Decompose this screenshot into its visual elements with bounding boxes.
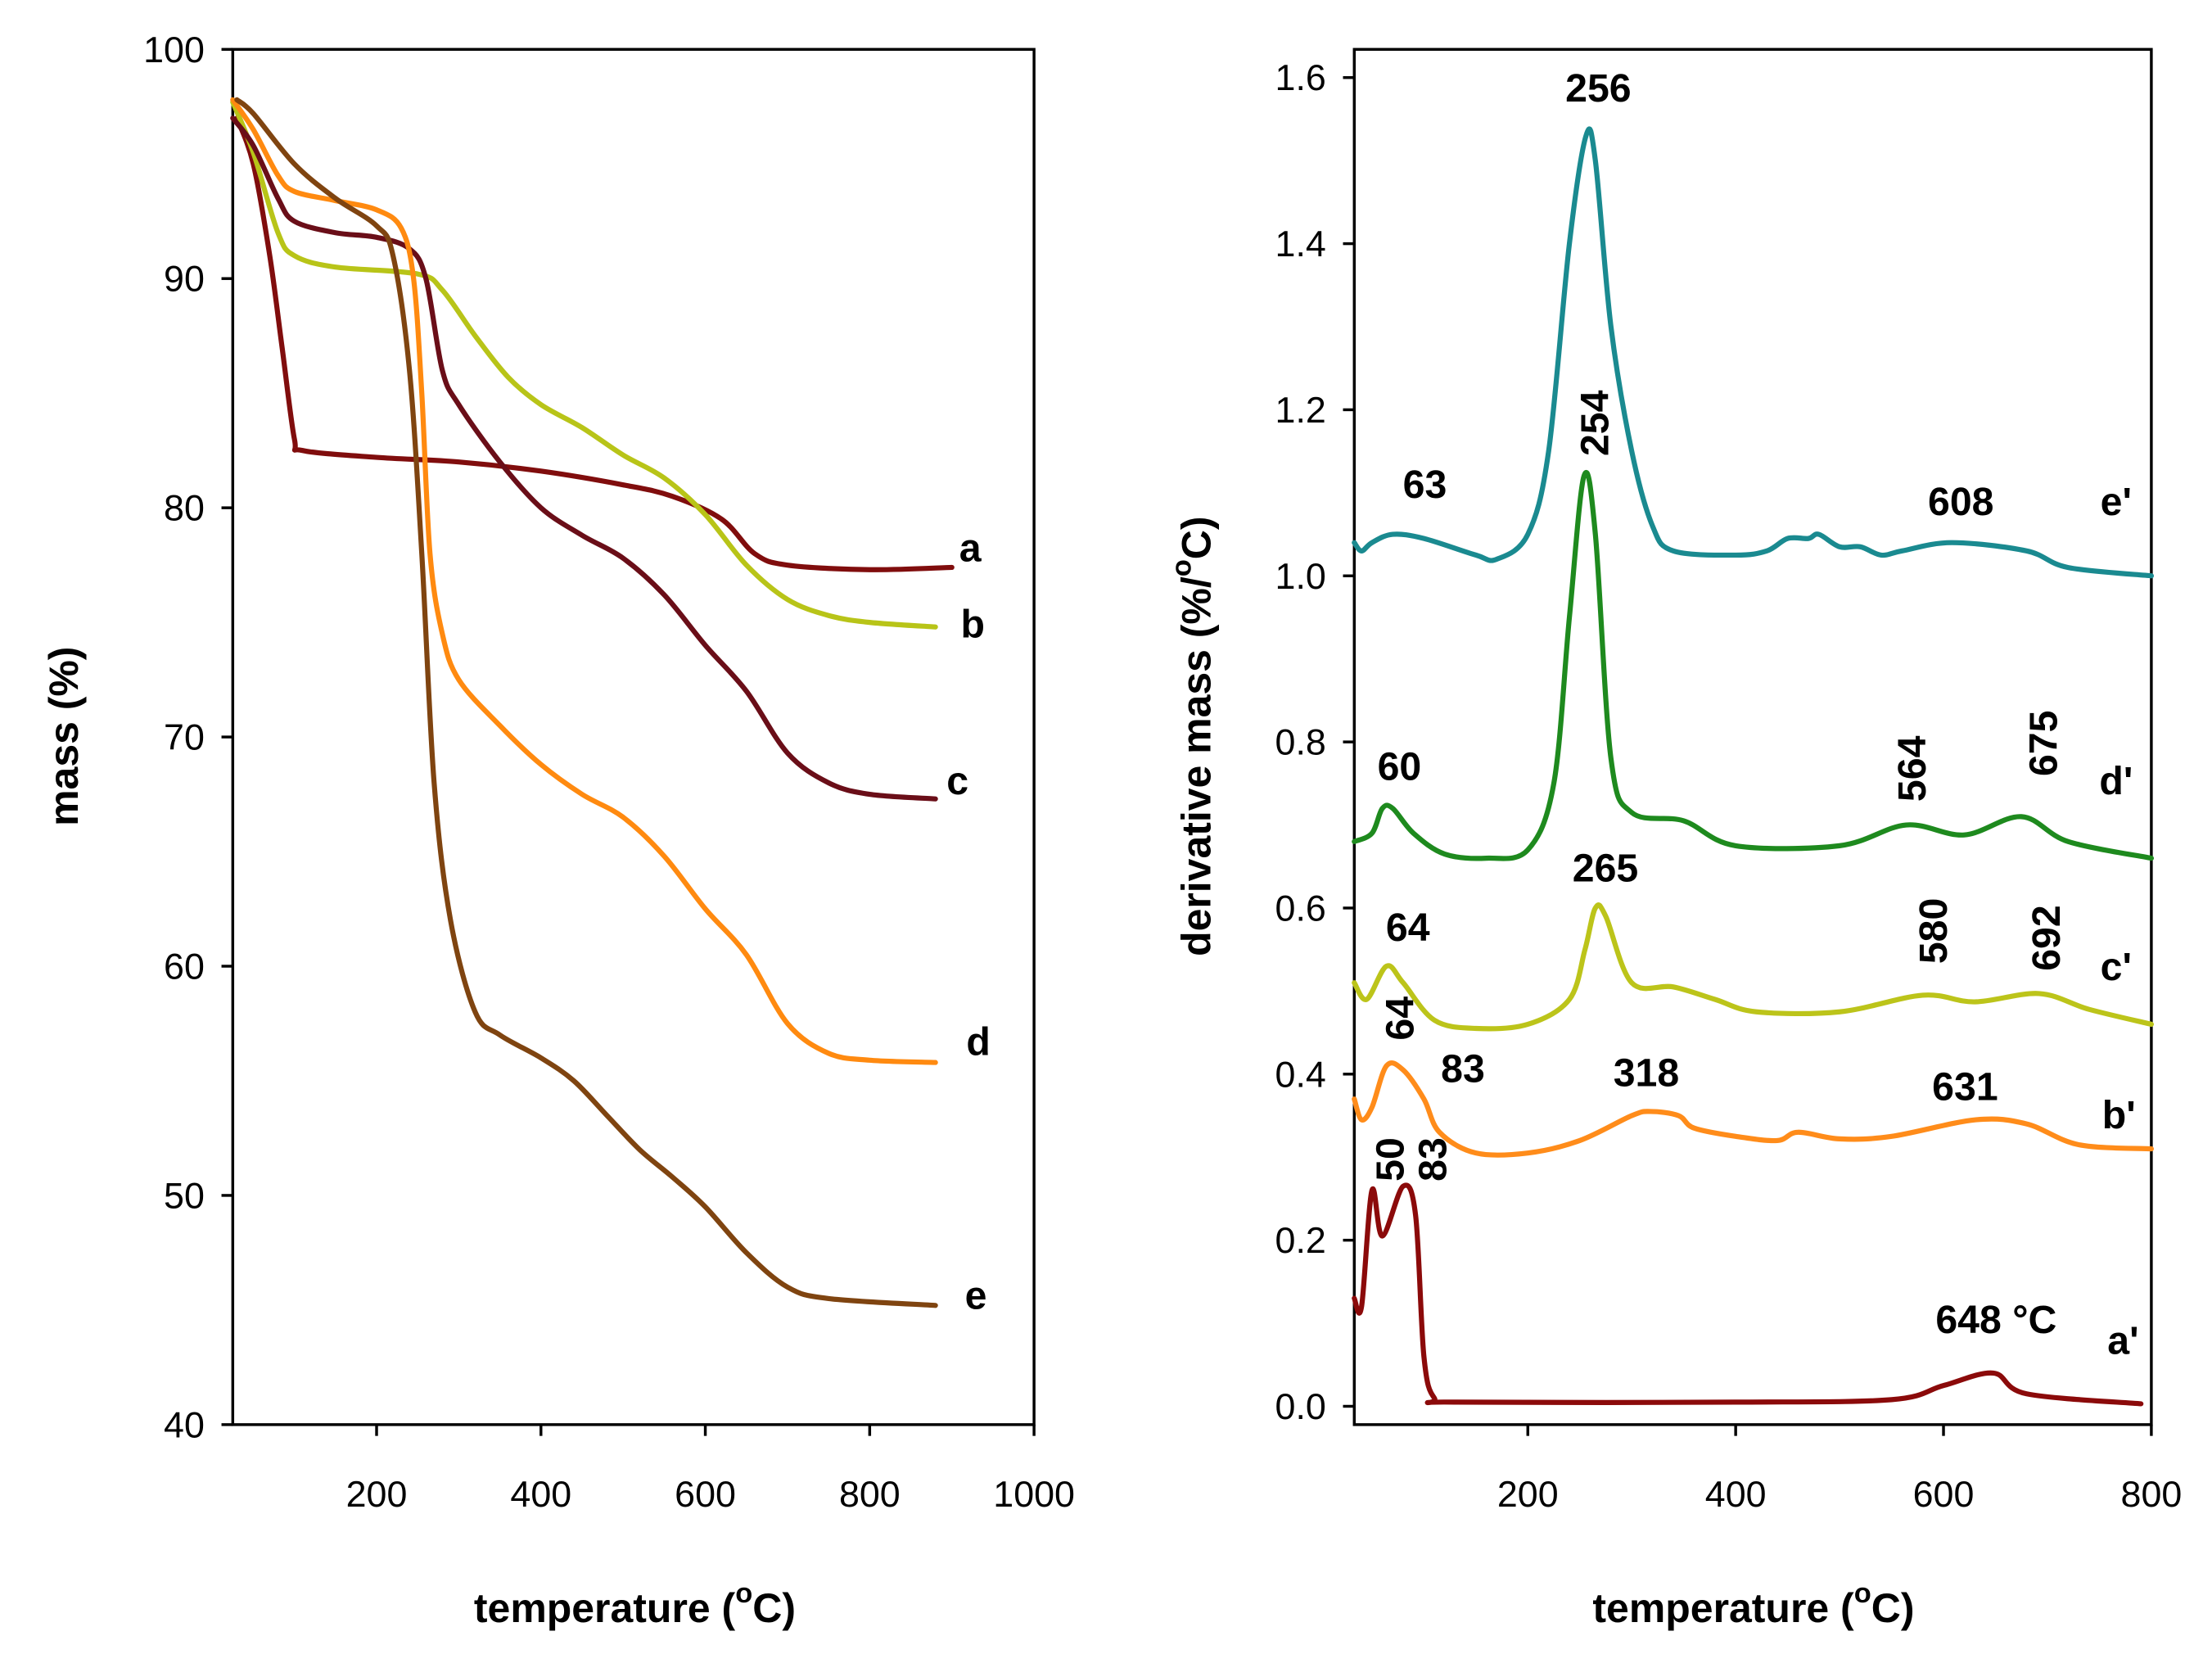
dtg-x-axis-label: temperature (oC) [1592,1578,1914,1631]
curve-label-d: d [966,1020,990,1064]
y-tick-label: 60 [164,947,205,987]
y-tick-label: 0.2 [1275,1220,1326,1261]
y-tick-label: 0.8 [1275,722,1326,763]
mass-series-a [234,115,955,572]
derivative-mass-chart: 200 400 600 8000.00.20.40.60.81.01.21.41.6 … [1166,47,2183,1631]
peak-label-564: 564 [1890,735,1934,802]
x-tick-label: 400 [510,1474,571,1515]
x-tick-label: 200 [346,1474,408,1515]
y-tick-label: 90 [164,259,205,300]
y-tick-label: 0.0 [1275,1386,1326,1427]
peak-label-50: 50 [1369,1137,1413,1182]
curve-label-e-prime: e' [2101,480,2132,524]
x-tick-label: 800 [2121,1474,2183,1515]
peak-label-256: 256 [1565,66,1631,111]
curve-label-a-prime: a' [2107,1319,2138,1363]
mass-series-b [230,99,938,630]
curve-label-e: e [965,1274,987,1318]
peak-label-675: 675 [2021,711,2065,776]
mass-y-axis-label: mass (%) [41,647,87,826]
peak-label-608: 608 [1928,480,1993,524]
peak-label-318: 318 [1614,1051,1679,1095]
peak-label-580: 580 [1912,898,1956,964]
peak-label-254: 254 [1573,390,1617,456]
peak-label-63: 63 [1403,463,1447,507]
x-tick-label: 800 [839,1474,901,1515]
x-tick-label: 200 [1497,1474,1559,1515]
peak-label-64-c: 64 [1386,906,1430,950]
y-tick-label: 1.4 [1275,224,1326,264]
curve-label-b-prime: b' [2102,1093,2136,1137]
peak-label-64-b: 64 [1379,996,1423,1041]
y-tick-label: 0.4 [1275,1054,1326,1095]
mass-x-axis-label: temperature (oC) [474,1578,796,1631]
mass-plot-frame [231,47,1036,1426]
dtg-series-a-prime [1352,1182,2144,1407]
y-tick-label: 1.0 [1275,556,1326,597]
dtg-series-d-prime [1352,469,2155,861]
y-tick-label: 1.2 [1275,390,1326,431]
x-tick-label: 600 [1913,1474,1975,1515]
dtg-plot-frame [1352,47,2153,1426]
y-tick-label: 50 [164,1175,205,1216]
mass-series-c [230,115,938,802]
peak-label-83-a: 83 [1411,1137,1455,1182]
peak-label-60: 60 [1378,745,1422,789]
curve-label-a: a [959,526,982,571]
curve-label-d-prime: d' [2099,759,2133,803]
curve-label-c-prime: c' [2101,945,2132,989]
dtg-series-c-prime [1352,902,2155,1032]
x-tick-label: 400 [1705,1474,1767,1515]
y-tick-label: 0.6 [1275,888,1326,929]
y-tick-label: 1.6 [1275,57,1326,98]
y-tick-label: 70 [164,717,205,758]
dtg-series-b-prime [1352,1060,2155,1158]
mass-series-e [234,97,938,1308]
peak-label-265: 265 [1573,847,1638,891]
curve-label-b: b [961,603,985,647]
peak-label-631: 631 [1932,1065,1998,1109]
peak-label-83-b: 83 [1441,1046,1485,1091]
y-tick-label: 80 [164,488,205,529]
dtg-y-axis-label: derivative mass (%/oC) [1166,517,1219,956]
mass-series-d [230,97,938,1065]
peak-label-648: 648 °C [1935,1298,2056,1342]
y-tick-label: 100 [143,29,205,70]
mass-chart: 200 400 600 800 1000 40 50 60 70 80 90 100 mass (%)… [41,29,1075,1631]
peak-label-692: 692 [2025,905,2069,970]
x-tick-label: 1000 [993,1474,1075,1515]
x-tick-label: 600 [675,1474,736,1515]
y-tick-label: 40 [164,1404,205,1445]
curve-label-c: c [946,759,968,803]
dtg-series-e-prime [1352,126,2155,579]
